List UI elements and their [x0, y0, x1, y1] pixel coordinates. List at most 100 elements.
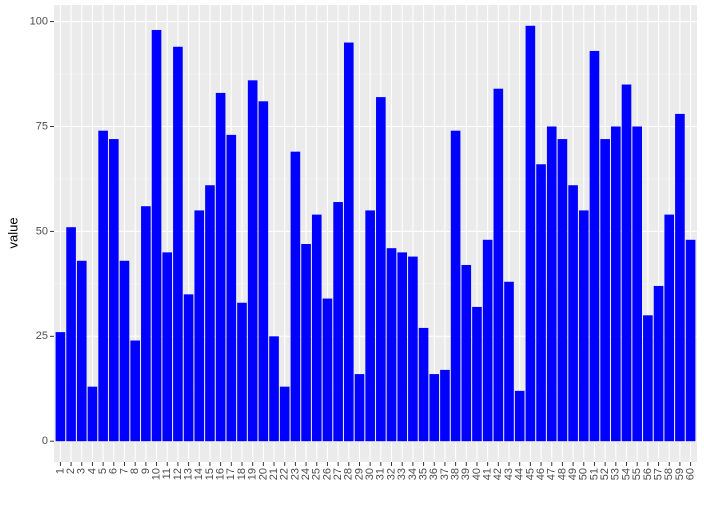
- bar: [258, 101, 269, 442]
- x-tick-label: 15: [204, 468, 216, 480]
- bar: [408, 256, 418, 442]
- x-tick-label: 33: [396, 468, 408, 480]
- x-tick-label: 42: [492, 468, 504, 480]
- x-tick-label: 17: [225, 468, 237, 480]
- bar: [653, 285, 664, 442]
- x-tick-label: 60: [684, 468, 696, 480]
- bar: [429, 374, 440, 442]
- x-tick-label: 44: [514, 468, 526, 480]
- bar: [493, 88, 504, 442]
- bar: [386, 248, 397, 442]
- x-tick-label: 1: [54, 468, 66, 474]
- x-tick-label: 38: [450, 468, 462, 480]
- bar: [440, 369, 450, 442]
- x-tick-label: 10: [150, 468, 162, 480]
- bar: [141, 206, 151, 442]
- bar: [269, 336, 279, 442]
- x-tick-label: 34: [407, 468, 419, 480]
- y-tick-label: 75: [36, 120, 48, 132]
- x-tick-label: 56: [642, 468, 654, 480]
- x-tick-label: 18: [236, 468, 248, 480]
- y-tick-label: 100: [30, 15, 48, 27]
- x-tick-label: 27: [332, 468, 344, 480]
- bar: [55, 332, 66, 442]
- bar: [98, 130, 108, 442]
- bar: [589, 50, 600, 442]
- bar: [247, 80, 258, 442]
- x-tick-label: 14: [193, 468, 205, 480]
- bar: [546, 126, 557, 442]
- bar: [66, 227, 76, 442]
- bar: [119, 260, 130, 442]
- x-tick-label: 8: [129, 468, 141, 474]
- x-tick-label: 3: [76, 468, 88, 474]
- x-tick-label: 46: [535, 468, 547, 480]
- x-tick-label: 48: [556, 468, 568, 480]
- bar: [76, 260, 87, 442]
- x-tick-label: 53: [610, 468, 622, 480]
- x-tick-label: 29: [353, 468, 365, 480]
- x-tick-label: 55: [631, 468, 643, 480]
- bar: [664, 214, 675, 442]
- x-tick-label: 57: [652, 468, 664, 480]
- x-tick-label: 50: [578, 468, 590, 480]
- x-tick-label: 32: [385, 468, 397, 480]
- bar: [643, 315, 653, 442]
- x-tick-label: 21: [268, 468, 280, 480]
- x-tick-label: 35: [417, 468, 429, 480]
- bar: [87, 386, 98, 442]
- bar: [611, 126, 621, 442]
- x-tick-label: 52: [599, 468, 611, 480]
- bar: [376, 97, 386, 442]
- x-tick-label: 19: [247, 468, 259, 480]
- x-tick-label: 49: [567, 468, 579, 480]
- bar: [194, 210, 205, 442]
- bar: [215, 92, 226, 442]
- bar: [514, 390, 525, 442]
- bar: [343, 42, 354, 442]
- bar: [675, 113, 685, 442]
- bar: [600, 139, 610, 442]
- x-tick-label: 13: [182, 468, 194, 480]
- bar: [536, 164, 546, 442]
- x-tick-label: 11: [161, 468, 173, 479]
- bar: [365, 210, 375, 442]
- bar: [418, 327, 429, 442]
- bar: [333, 202, 343, 442]
- x-tick-label: 22: [279, 468, 291, 480]
- bar: [461, 264, 472, 442]
- x-tick-label: 7: [118, 468, 130, 474]
- bar: [397, 252, 408, 442]
- bar: [482, 239, 493, 442]
- x-tick-label: 9: [140, 468, 152, 474]
- bar: [354, 374, 365, 442]
- x-tick-label: 40: [471, 468, 483, 480]
- x-tick-label: 12: [172, 468, 184, 480]
- x-tick-label: 31: [375, 468, 387, 480]
- y-tick-label: 25: [36, 330, 48, 342]
- bar: [504, 281, 514, 442]
- x-tick-label: 2: [65, 468, 77, 474]
- bar: [450, 130, 461, 442]
- bar: [237, 302, 247, 442]
- bar: [621, 84, 632, 442]
- y-tick-label: 0: [42, 435, 48, 447]
- x-tick-label: 5: [97, 468, 109, 474]
- x-tick-label: 37: [439, 468, 451, 480]
- bar: [301, 243, 311, 442]
- bar: [322, 298, 333, 442]
- x-tick-label: 36: [428, 468, 440, 480]
- x-tick-label: 24: [300, 468, 312, 480]
- x-tick-label: 23: [289, 468, 301, 480]
- x-tick-label: 39: [460, 468, 472, 480]
- bar: [130, 340, 140, 442]
- bar: [632, 126, 642, 442]
- bar: [183, 294, 194, 442]
- x-tick-label: 54: [620, 468, 632, 480]
- bar: [311, 214, 322, 442]
- bar: [151, 29, 162, 442]
- bar: [279, 386, 290, 442]
- x-tick-label: 51: [588, 468, 600, 480]
- bar: [173, 46, 183, 442]
